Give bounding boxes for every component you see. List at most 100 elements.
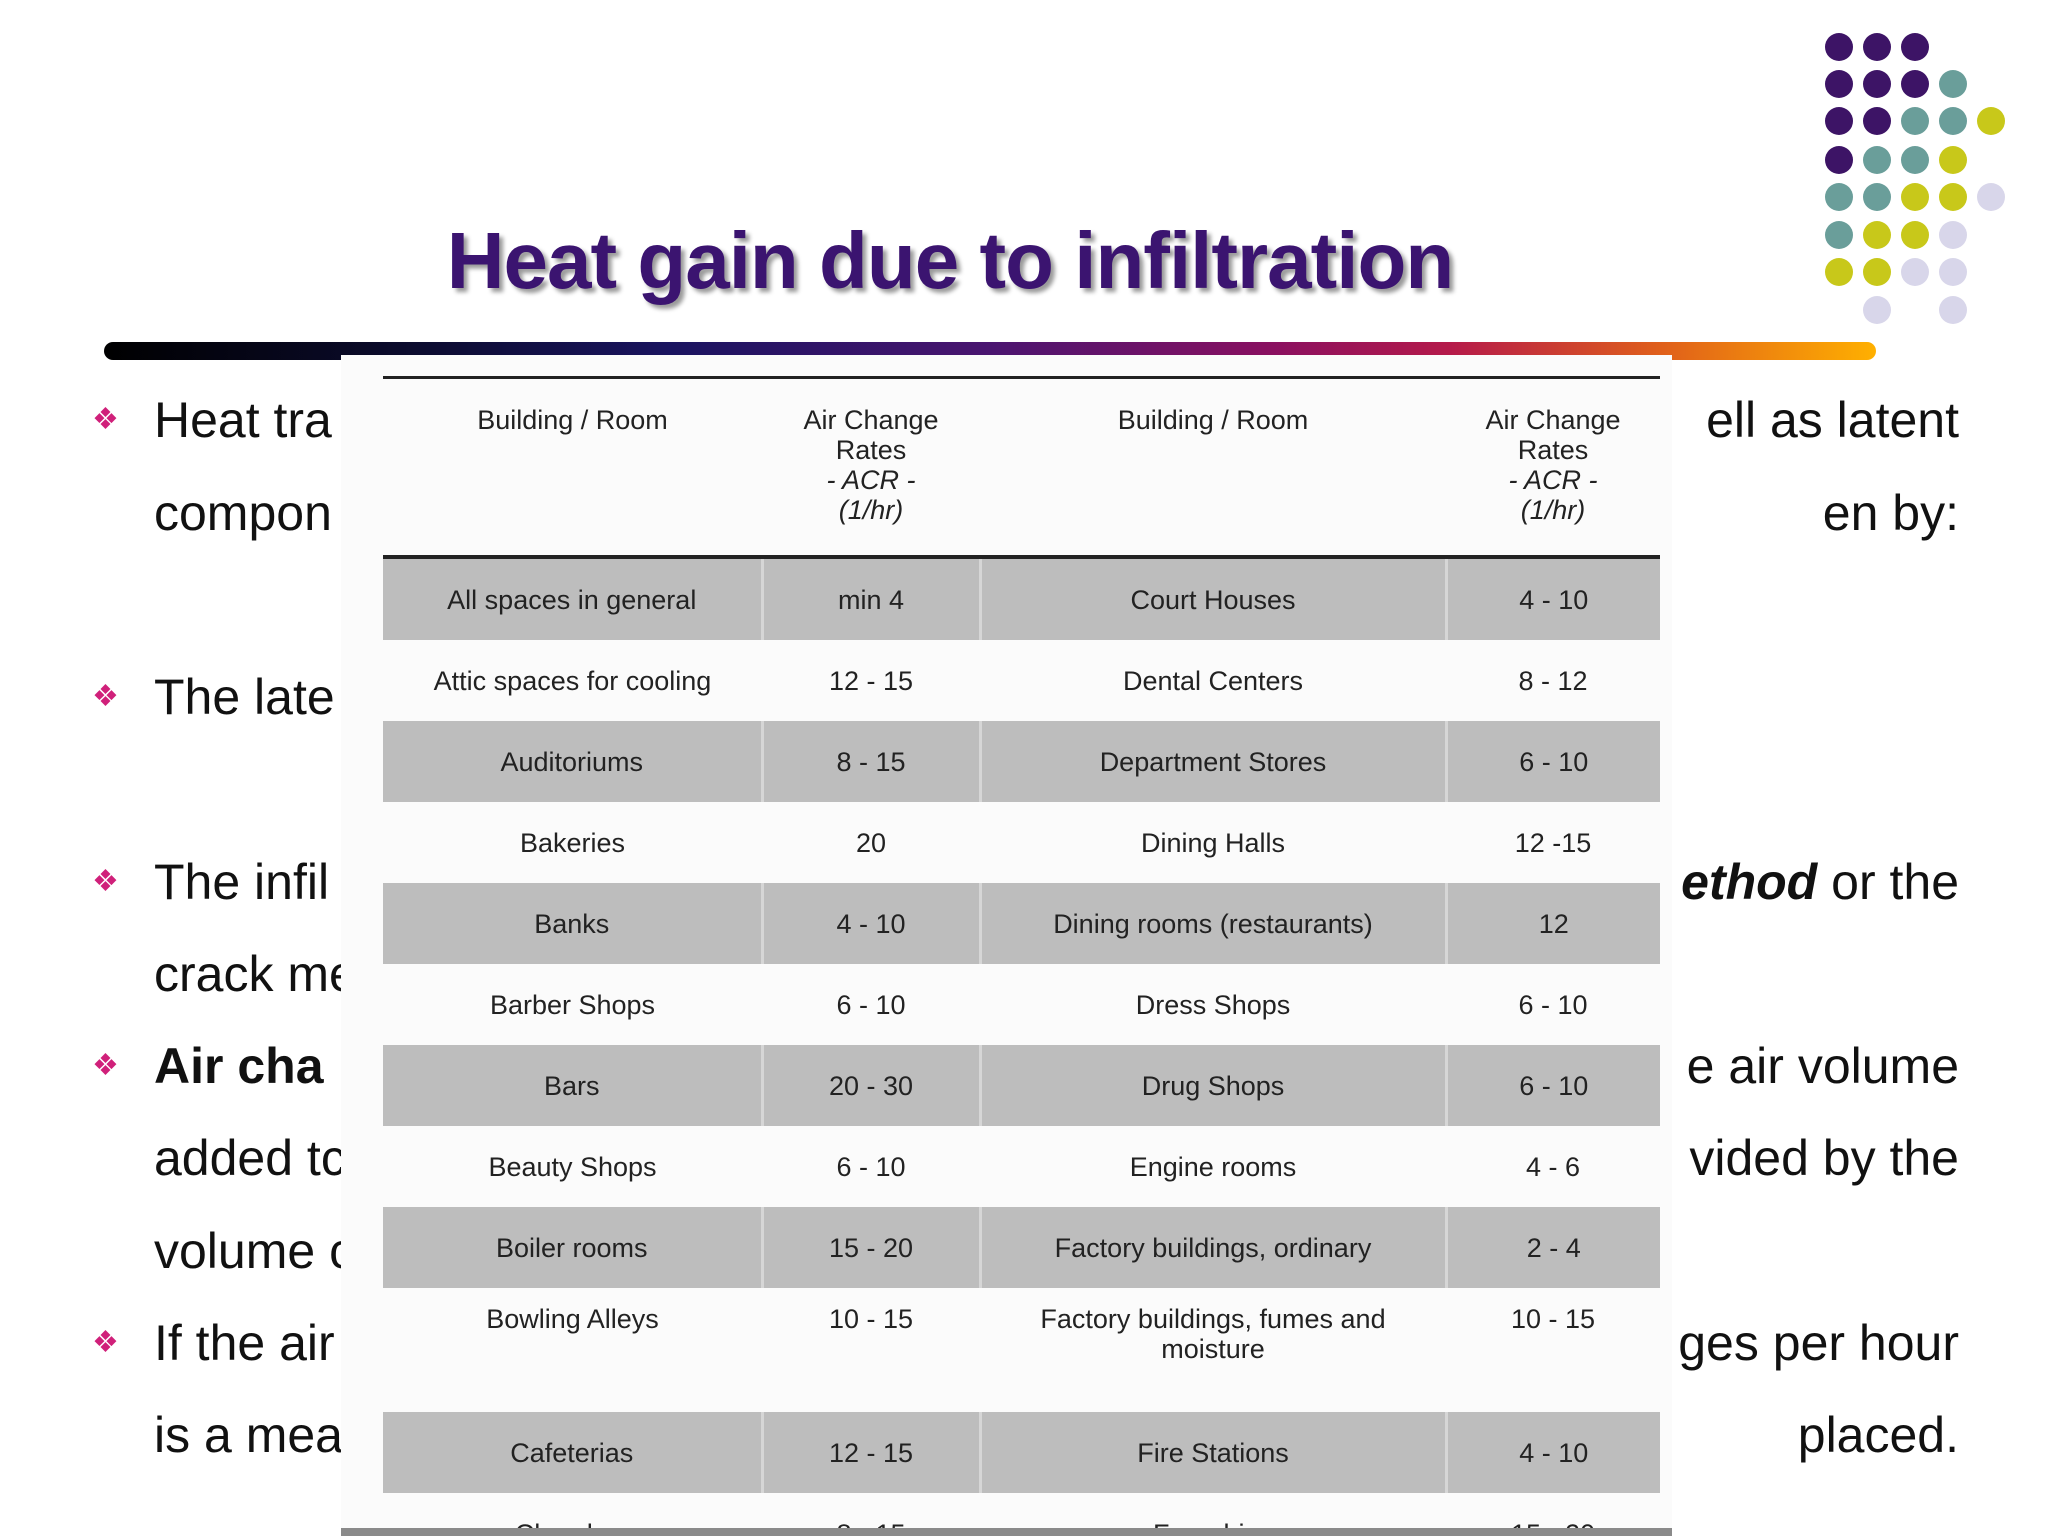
table-row: Auditoriums 8 - 15 Department Stores 6 - 10 <box>383 721 1660 802</box>
header-text: Air Change Rates <box>1485 405 1621 465</box>
table-cell: Bars <box>383 1045 764 1126</box>
bullet-marker: ❖ <box>92 865 119 898</box>
text-fragment-left: The infil <box>154 854 330 910</box>
table-row: Beauty Shops 6 - 10 Engine rooms 4 - 6 <box>383 1126 1660 1207</box>
header-text: Air Change Rates <box>803 405 939 465</box>
emphasis: ethod <box>1681 854 1818 910</box>
table-cell: Factory buildings, fumes and moisture <box>1040 1304 1386 1364</box>
table-cell: 12 <box>1446 883 1660 964</box>
header-cell: Air Change Rates - ACR - (1/hr) <box>762 376 980 559</box>
table-cell: 8 - 12 <box>1518 665 1588 696</box>
header-cell: Air Change Rates - ACR - (1/hr) <box>1446 376 1660 559</box>
table-cell: Boiler rooms <box>383 1207 764 1288</box>
table-cell: 12 -15 <box>1514 827 1592 858</box>
header-unit: (1/hr) <box>838 495 904 525</box>
header-note: - ACR - <box>826 465 916 495</box>
text-fragment-left: volume c <box>154 1223 355 1279</box>
table-cell: 10 - 15 <box>1510 1304 1596 1334</box>
bullet-marker: ❖ <box>92 1049 119 1082</box>
header-cell: Building / Room <box>383 376 762 559</box>
table-cell: 12 - 15 <box>762 1412 982 1493</box>
text-fragment-left: crack me <box>154 946 357 1002</box>
table-row: Cafeterias 12 - 15 Fire Stations 4 - 10 <box>383 1412 1660 1493</box>
text: or the <box>1831 854 1959 910</box>
text: placed. <box>1797 1407 1959 1463</box>
table-cell: Department Stores <box>980 721 1448 802</box>
table-cell: 4 - 10 <box>1446 557 1660 640</box>
table-cell: Bakeries <box>519 827 626 858</box>
table-cell: 6 - 10 <box>1446 1045 1660 1126</box>
table-cell: Fire Stations <box>980 1412 1448 1493</box>
table-cell: Bowling Alleys <box>486 1304 659 1334</box>
header-text: Building / Room <box>477 405 668 435</box>
text-fragment-right: ethod or the <box>1681 852 1959 912</box>
table-cell: 4 - 10 <box>762 883 982 964</box>
text: e air volume <box>1686 1038 1959 1094</box>
bullet-marker: ❖ <box>92 1326 119 1359</box>
table-cell: Engine rooms <box>1129 1151 1297 1182</box>
table-cell: 6 - 10 <box>1518 989 1588 1020</box>
header-text: Building / Room <box>1117 405 1309 435</box>
table-cell: min 4 <box>762 557 982 640</box>
text: en by: <box>1822 485 1959 541</box>
text-fragment-left: If the air <box>154 1315 335 1371</box>
table-row: Bakeries 20 Dining Halls 12 -15 <box>383 802 1660 883</box>
table-cell: 12 - 15 <box>828 665 914 696</box>
text: ges per hour <box>1678 1315 1959 1371</box>
text-fragment-right: vided by the <box>1689 1128 1959 1188</box>
acr-table: Building / Room Air Change Rates - ACR - (1… <box>383 376 1660 1536</box>
table-cell: 20 - 30 <box>762 1045 982 1126</box>
bottom-strip <box>341 1528 1672 1536</box>
text-fragment-left: Heat tra <box>154 392 332 448</box>
table-cell: Dental Centers <box>1122 665 1304 696</box>
slide-title: Heat gain due to infiltration <box>446 216 1455 305</box>
header-note: - ACR - <box>1508 465 1598 495</box>
text-fragment-left: Air cha <box>154 1038 324 1094</box>
table-row: Banks 4 - 10 Dining rooms (restaurants) 12 <box>383 883 1660 964</box>
table-cell: 4 - 10 <box>1446 1412 1660 1493</box>
table-cell: Barber Shops <box>489 989 656 1020</box>
table-cell: 2 - 4 <box>1446 1207 1660 1288</box>
table-row: Barber Shops 6 - 10 Dress Shops 6 - 10 <box>383 964 1660 1045</box>
table-image: Building / Room Air Change Rates - ACR - (1… <box>341 355 1672 1536</box>
table-cell: 10 - 15 <box>828 1304 914 1334</box>
text-fragment-right: placed. <box>1798 1405 1959 1465</box>
text-fragment-left: is a mea <box>154 1407 343 1463</box>
table-cell: Dining Halls <box>1140 827 1286 858</box>
text: ell as latent <box>1706 392 1959 448</box>
table-row: Bowling Alleys 10 - 15 Factory buildings, … <box>383 1288 1660 1412</box>
table-row: Attic spaces for cooling 12 - 15 Dental Ce… <box>383 640 1660 721</box>
table-cell: Dining rooms (restaurants) <box>980 883 1448 964</box>
table-cell: Dress Shops <box>1135 989 1291 1020</box>
table-cell: 6 - 10 <box>836 989 906 1020</box>
table-row: Boiler rooms 15 - 20 Factory buildings, or… <box>383 1207 1660 1288</box>
header-unit: (1/hr) <box>1520 495 1586 525</box>
table-cell: All spaces in general <box>383 557 764 640</box>
table-cell: 6 - 10 <box>836 1151 906 1182</box>
bullet-marker: ❖ <box>92 403 119 436</box>
table-cell: 8 - 15 <box>762 721 982 802</box>
header-cell: Building / Room <box>980 376 1446 559</box>
table-cell: Cafeterias <box>383 1412 764 1493</box>
table-header: Building / Room Air Change Rates - ACR - (1… <box>383 376 1660 559</box>
table-cell: Attic spaces for cooling <box>433 665 712 696</box>
text-fragment-right: e air volume <box>1687 1036 1959 1096</box>
decor-dots <box>1825 33 2005 324</box>
text-fragment-right: ges per hour <box>1678 1313 1959 1373</box>
text-fragment-right: ell as latent <box>1706 390 1959 450</box>
table-cell: 15 - 20 <box>762 1207 982 1288</box>
table-cell: Court Houses <box>980 557 1448 640</box>
dots <box>1825 33 2005 324</box>
table-cell: Banks <box>383 883 764 964</box>
table-cell: Beauty Shops <box>488 1151 657 1182</box>
text-fragment-left: The late <box>154 669 335 725</box>
table-row: Bars 20 - 30 Drug Shops 6 - 10 <box>383 1045 1660 1126</box>
text-fragment-left: added tc <box>154 1130 346 1186</box>
table-cell: 6 - 10 <box>1446 721 1660 802</box>
table-cell: Auditoriums <box>383 721 764 802</box>
bullet-marker: ❖ <box>92 680 119 713</box>
text: vided by the <box>1689 1130 1959 1186</box>
text-fragment-left: compon <box>154 485 332 541</box>
table-cell: Drug Shops <box>980 1045 1448 1126</box>
